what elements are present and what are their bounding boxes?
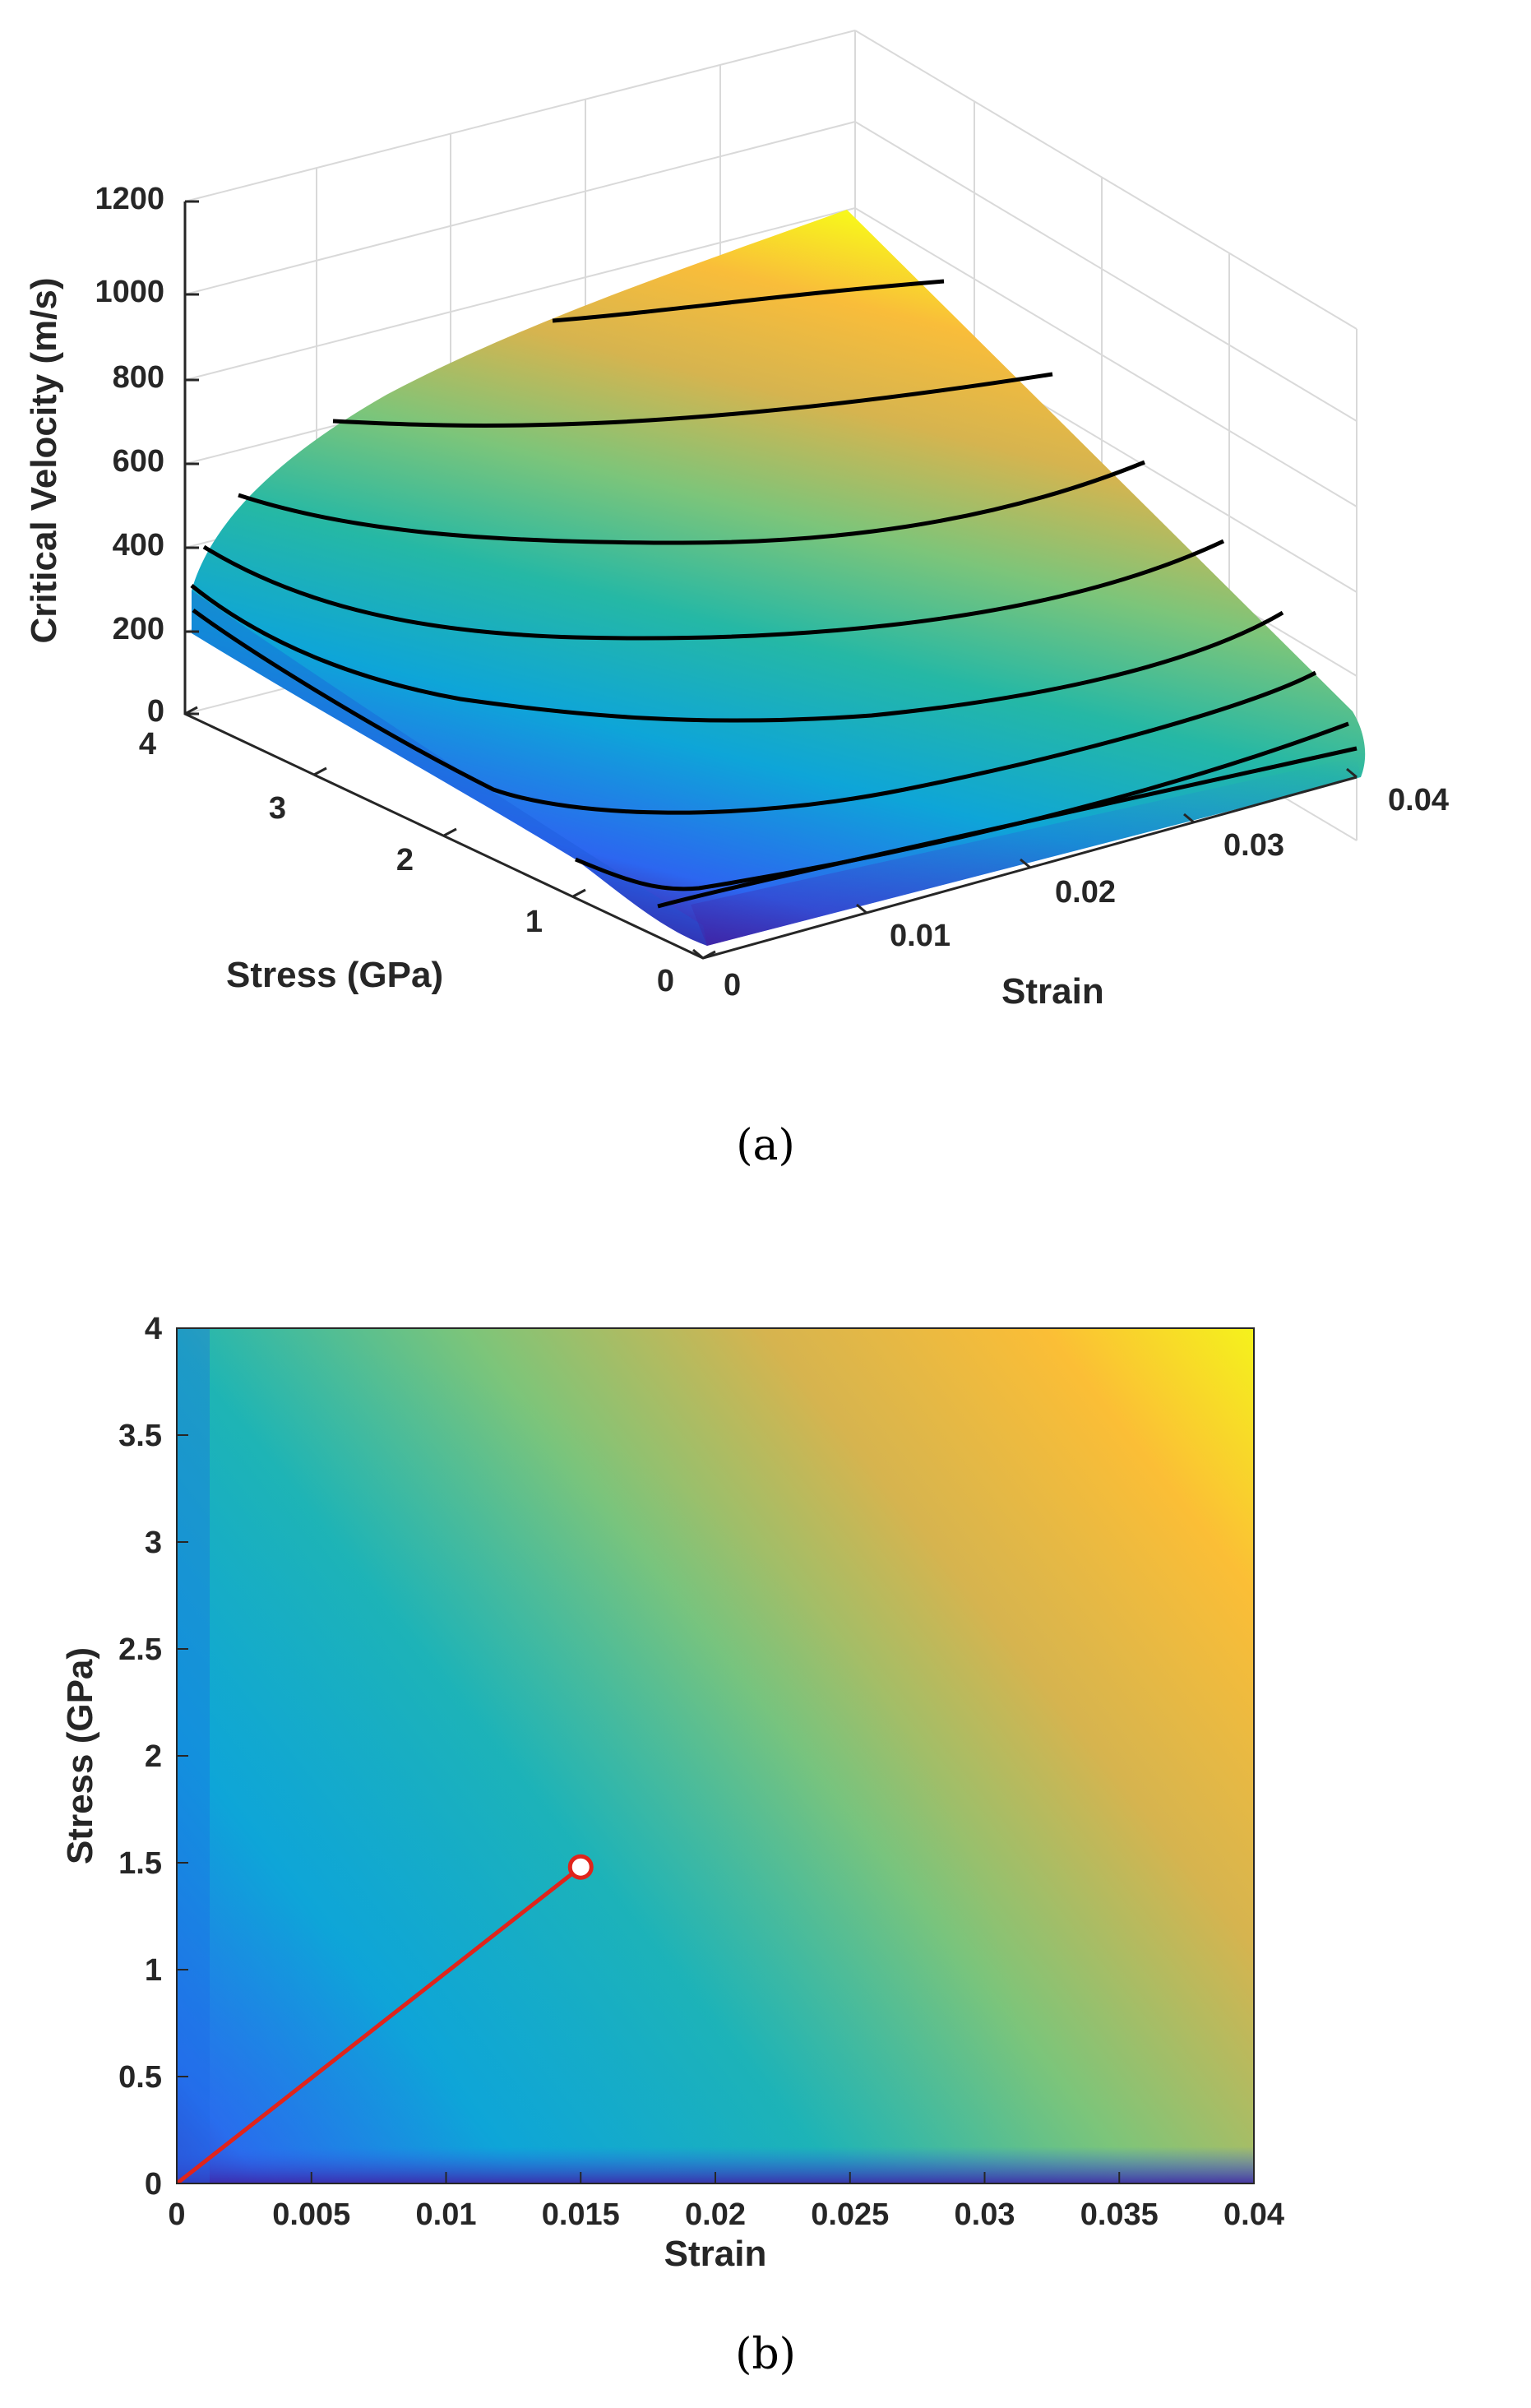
- chart-b-annotation-point: [567, 1854, 594, 1880]
- chart-a-xticks: 0 0.01 0.02 0.03 0.04: [724, 783, 1449, 1003]
- chart-b-annotation: [177, 1854, 594, 2183]
- chart-b-ylabel: Stress (GPa): [60, 1647, 100, 1864]
- caption-a: (a): [736, 1121, 795, 1170]
- caption-b: (b): [735, 2330, 796, 2379]
- chart-a-xlabel: Strain: [1001, 971, 1104, 1012]
- chart-a-surface-front: [691, 757, 1361, 946]
- chart-b-xtick-label: 0.005: [272, 2197, 350, 2232]
- chart-b-ytick-label: 3: [145, 1526, 162, 1560]
- chart-b-xtick-label: 0.015: [542, 2197, 620, 2232]
- chart-b-xtick-label: 0.02: [685, 2197, 746, 2232]
- chart-b-xtick-label: 0.025: [811, 2197, 889, 2232]
- chart-b-xlabel: Strain: [664, 2234, 767, 2274]
- chart-a-ztick: 0: [147, 694, 164, 729]
- chart-b-ytick-label: 3.5: [118, 1419, 162, 1453]
- chart-b-ytick-label: 1: [145, 1953, 162, 1988]
- chart-b-xtick-label: 0.03: [955, 2197, 1015, 2232]
- chart-b-xtick-label: 0.01: [416, 2197, 477, 2232]
- chart-a-contour-600: [238, 460, 1145, 545]
- chart-a-xtick: 0.01: [890, 919, 951, 953]
- chart-b-ytick-label: 0.5: [118, 2060, 162, 2095]
- chart-b-xtick-label: 0: [168, 2197, 185, 2232]
- chart-a-contour-800: [552, 279, 945, 323]
- chart-a-xtick: 0.02: [1055, 875, 1116, 910]
- chart-a-ytick: 4: [139, 727, 156, 762]
- chart-b-annotation-line: [177, 1865, 582, 2183]
- chart-a-surface: [192, 210, 1366, 946]
- chart-a-ylabel: Stress (GPa): [226, 955, 443, 995]
- chart-b-xticks: 0 0.005 0.01 0.015 0.02 0.025 0.03 0.035 0.04: [168, 2172, 1284, 2232]
- chart-b-xtick-label: 0.04: [1223, 2197, 1284, 2232]
- chart-a-ztick: 400: [113, 528, 164, 563]
- chart-a-xtick: 0.03: [1223, 828, 1284, 863]
- chart-b-yticks: 0 0.5 1 1.5 2 2.5 3 3.5 4: [118, 1312, 188, 2202]
- chart-a-ytick: 0: [657, 964, 674, 998]
- chart-a-contour-400: [190, 584, 1284, 723]
- chart-a-ztick: 800: [113, 360, 164, 395]
- chart-b-plot-area: [177, 1328, 1254, 2183]
- chart-a-contour-700: [332, 372, 1053, 428]
- chart-b: 0 0.005 0.01 0.015 0.02 0.025 0.03 0.035 0.04 00…: [60, 1312, 1284, 2379]
- chart-a-zticks: 0 200 400 600 800 1000 1200: [95, 182, 164, 729]
- chart-a-ytick: 2: [396, 843, 414, 878]
- chart-a-contour-500: [202, 539, 1225, 641]
- chart-b-xtick-label: 0.035: [1080, 2197, 1159, 2232]
- chart-a-ztick: 600: [113, 444, 164, 479]
- chart-a-xtick: 0.04: [1388, 783, 1449, 817]
- chart-a-yticks: 0 1 2 3 4: [139, 727, 674, 998]
- chart-a-contour-100: [657, 746, 1358, 909]
- chart-a-ytick: 3: [269, 791, 286, 826]
- chart-a-contours: [190, 279, 1358, 909]
- chart-a-zlabel: Critical Velocity (m/s): [24, 277, 64, 643]
- chart-a: 0 200 400 600 800 1000 1200 0 1 2 3 4 0 …: [24, 30, 1449, 1170]
- chart-b-ytick-label: 2.5: [118, 1632, 162, 1667]
- chart-a-ztick: 200: [113, 612, 164, 646]
- chart-a-contour-300: [192, 608, 1317, 815]
- chart-b-ytick-label: 2: [145, 1739, 162, 1774]
- chart-b-ytick-label: 1.5: [118, 1846, 162, 1881]
- chart-a-ytick: 1: [525, 905, 543, 939]
- chart-b-ytick-label: 4: [145, 1312, 162, 1346]
- chart-a-ztick: 1000: [95, 275, 164, 309]
- chart-a-xtick: 0: [724, 968, 741, 1003]
- chart-a-ztick: 1200: [95, 182, 164, 216]
- chart-b-ytick-label: 0: [145, 2167, 162, 2202]
